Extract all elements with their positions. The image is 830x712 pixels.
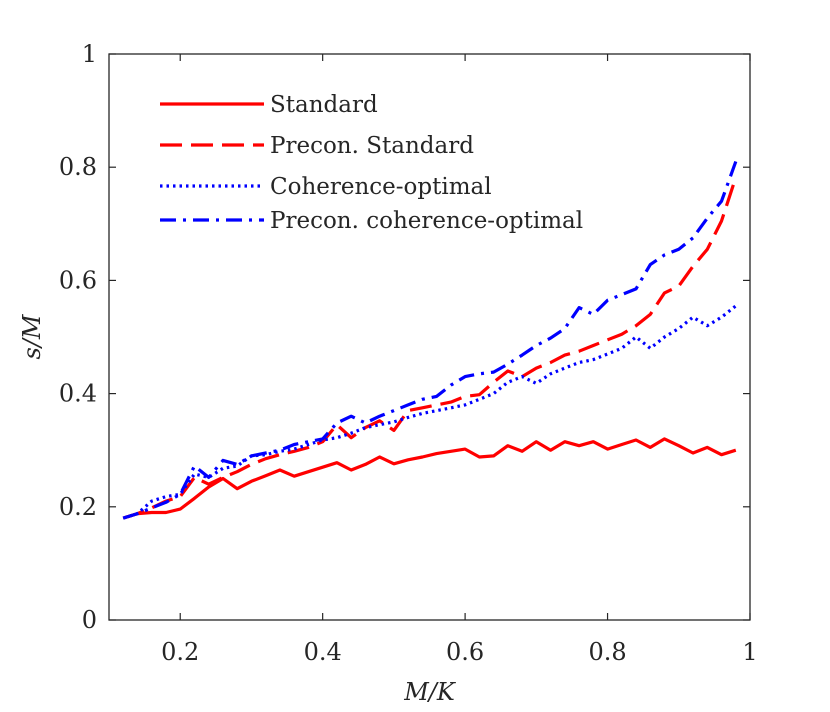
y-tick-label: 0: [82, 606, 97, 634]
legend-label-3: Coherence-optimal: [270, 174, 492, 200]
legend-label-1: Standard: [270, 92, 378, 118]
legend-label-4: Precon. coherence-optimal: [270, 208, 583, 234]
x-tick-label: 1: [742, 638, 757, 666]
tick-labels-layer: 0.2 0.4 0.6 0.8 1 0 0.2 0.4 0.6 0.8 1: [59, 40, 758, 666]
y-tick-label: 1: [82, 40, 97, 68]
legend: Standard Precon. Standard Coherence-optima…: [160, 92, 583, 234]
x-tick-label: 0.8: [588, 638, 626, 666]
plot-frame: [108, 53, 751, 621]
x-tick-label: 0.6: [446, 638, 484, 666]
x-axis-label: M/K: [403, 678, 457, 706]
y-tick-label: 0.4: [59, 380, 97, 408]
series-line-3: [122, 304, 737, 520]
series-line-2: [122, 176, 738, 520]
legend-label-2: Precon. Standard: [270, 133, 474, 159]
x-tick-label: 0.4: [304, 638, 342, 666]
series-line-1: [122, 437, 737, 520]
y-axis-label: s/M: [18, 313, 46, 359]
series-layer: [122, 160, 738, 520]
y-tick-label: 0.2: [59, 493, 97, 521]
y-tick-label: 0.8: [59, 153, 97, 181]
series-line-4: [122, 160, 738, 520]
ticks-layer: [109, 53, 751, 621]
y-tick-label: 0.6: [59, 266, 97, 294]
x-tick-label: 0.2: [161, 638, 199, 666]
